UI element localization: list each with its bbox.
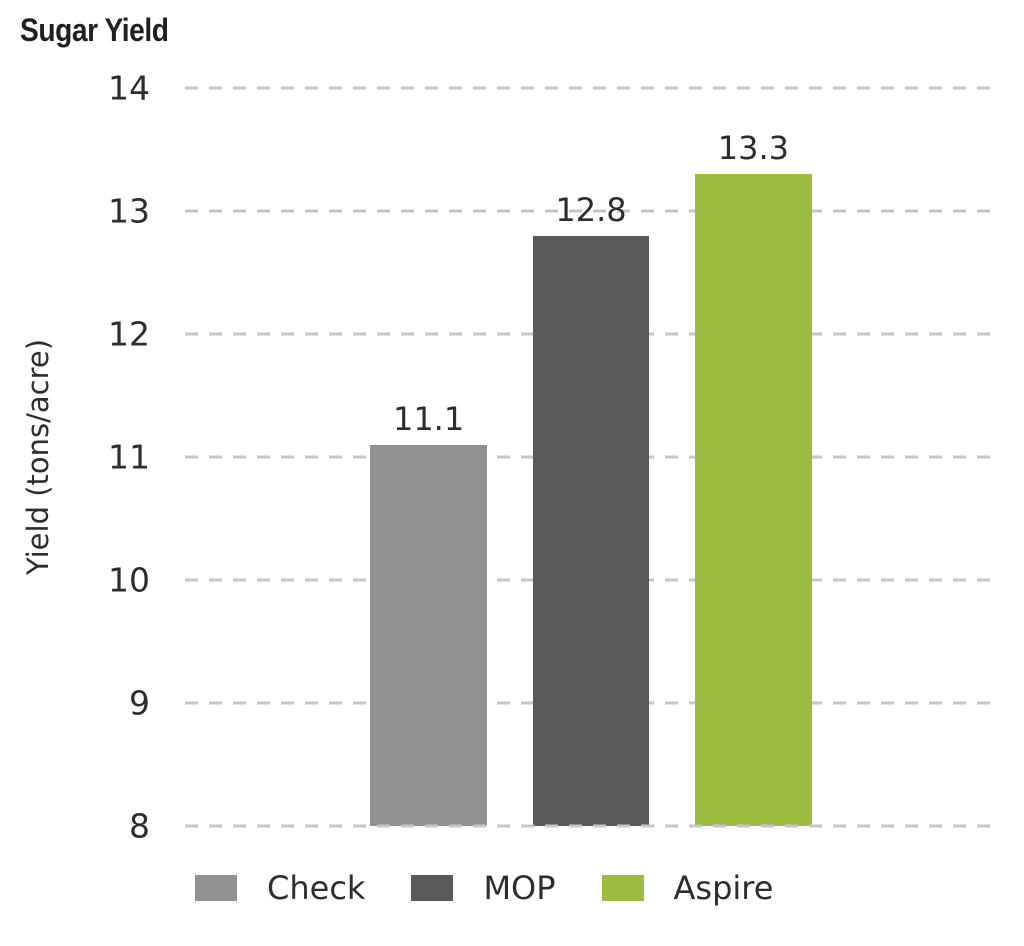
plot-area: 11.1 12.8 13.3 <box>185 86 997 828</box>
y-tick-label-13: 13 <box>108 191 150 231</box>
y-tick-label-10: 10 <box>108 560 150 600</box>
legend-item-aspire: Aspire <box>601 869 774 907</box>
legend-swatch-mop <box>411 875 454 901</box>
bar-value-label-check: 11.1 <box>392 399 465 438</box>
legend: Check MOP Aspire <box>195 872 773 904</box>
y-tick-label-12: 12 <box>108 314 150 354</box>
legend-swatch-aspire <box>601 875 644 901</box>
chart-title: Sugar Yield <box>20 12 169 48</box>
legend-label-mop: MOP <box>483 869 556 907</box>
y-axis-label: Yield (tons/acre) <box>21 338 55 576</box>
bar-aspire: 13.3 <box>694 132 812 826</box>
gridline-y-14 <box>185 86 997 90</box>
y-tick-label-8: 8 <box>129 806 150 846</box>
legend-label-check: Check <box>267 869 366 907</box>
legend-item-check: Check <box>195 872 365 904</box>
bar-value-label-mop: 12.8 <box>555 190 627 229</box>
legend-item-mop: MOP <box>411 869 556 907</box>
y-tick-label-11: 11 <box>108 437 150 477</box>
bar-value-label-aspire: 13.3 <box>717 129 789 168</box>
legend-label-aspire: Aspire <box>673 869 774 907</box>
gridline-y-8 <box>185 824 997 828</box>
gridline-y-13 <box>185 209 997 213</box>
y-tick-label-9: 9 <box>129 683 150 723</box>
bar-mop: 12.8 <box>532 194 650 826</box>
legend-swatch-check <box>195 875 237 901</box>
bar-check: 11.1 <box>370 403 488 826</box>
y-tick-label-14: 14 <box>108 68 150 108</box>
y-axis-ticks: 14 13 12 11 10 9 8 <box>60 72 150 843</box>
